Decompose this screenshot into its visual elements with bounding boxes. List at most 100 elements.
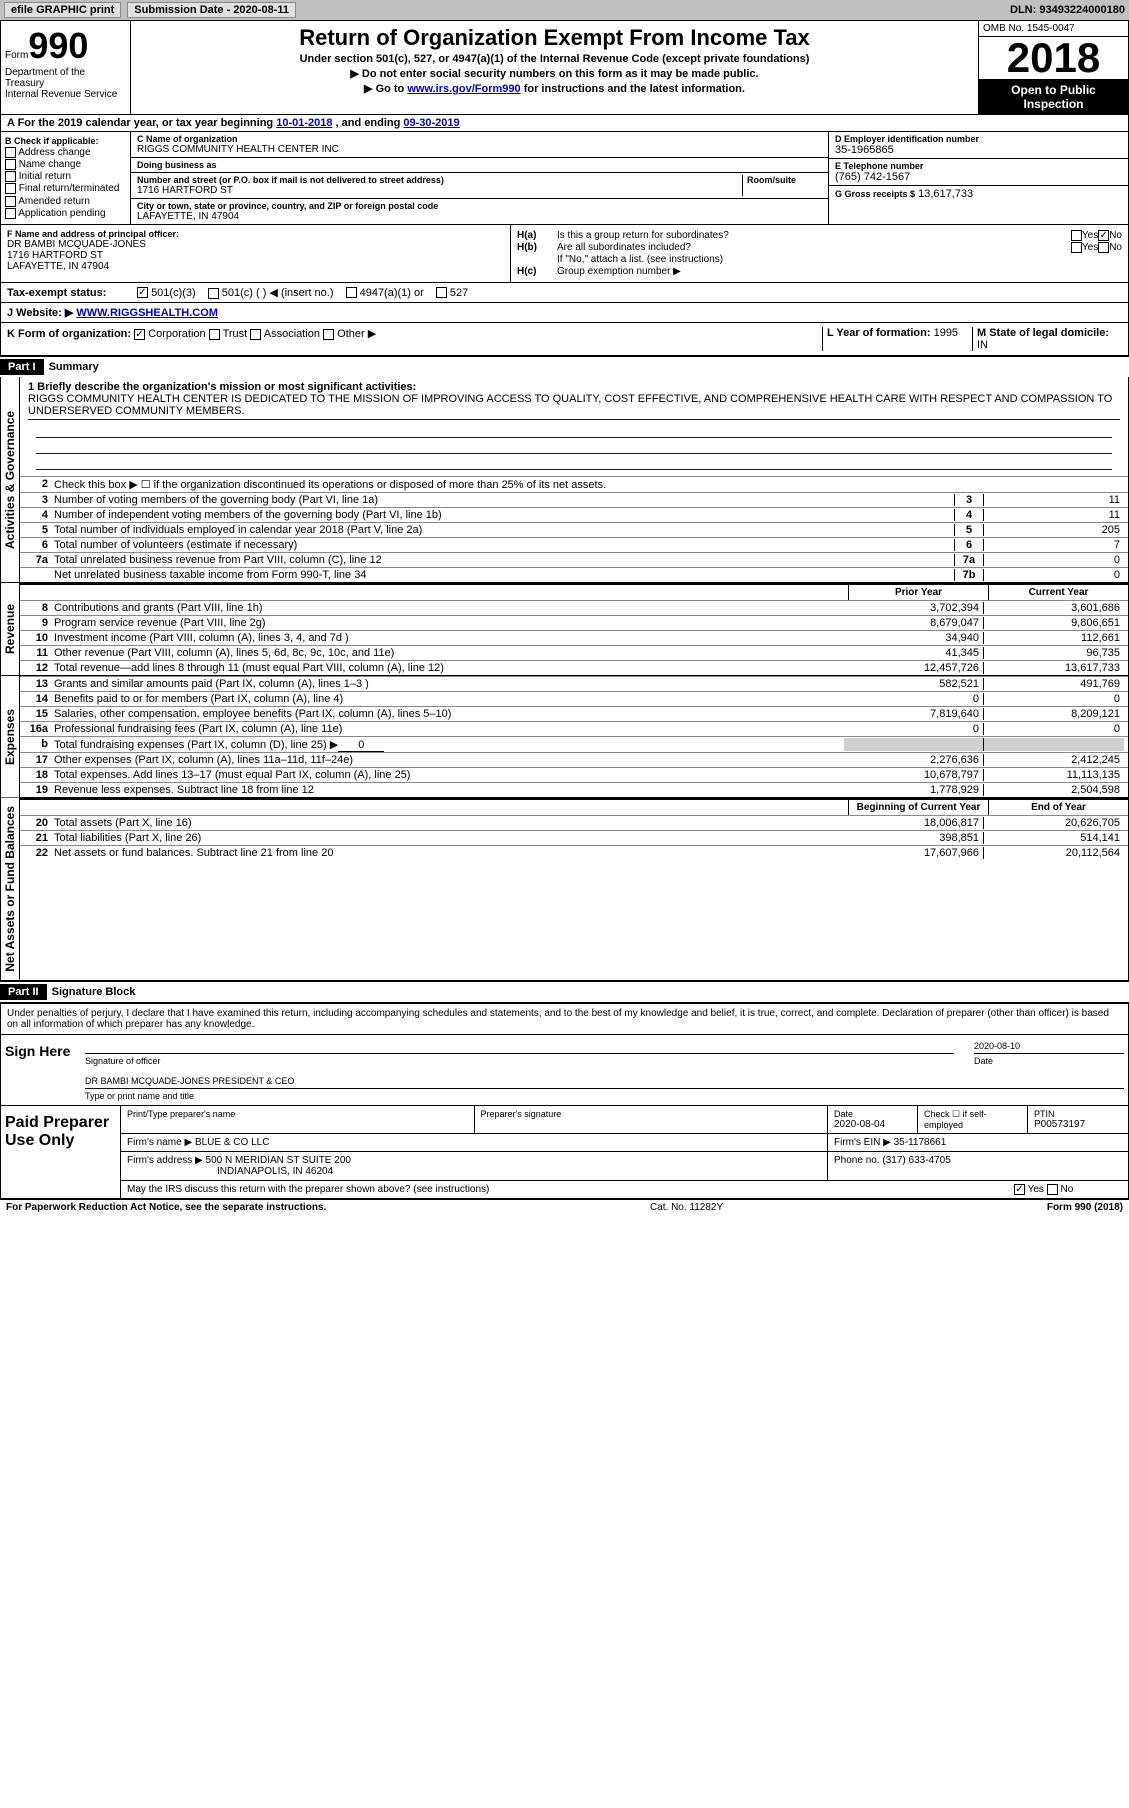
cb-assoc[interactable]: [250, 329, 261, 340]
l6-desc: Total number of volunteers (estimate if …: [54, 539, 954, 551]
addr: 500 N MERIDIAN ST SUITE 200: [206, 1155, 351, 1166]
cb-address[interactable]: [5, 147, 16, 158]
l16a-prior: 0: [844, 723, 984, 735]
l3-val: 11: [984, 494, 1124, 506]
4947: 4947(a)(1) or: [360, 287, 424, 299]
officer-street: 1716 HARTFORD ST: [7, 250, 504, 261]
l-val: 1995: [934, 327, 958, 339]
cb-other[interactable]: [323, 329, 334, 340]
sig-date: 2020-08-10: [974, 1039, 1124, 1054]
ha: Is this a group return for subordinates?: [557, 230, 1071, 241]
cb-4947[interactable]: [346, 287, 357, 298]
header-title-box: Return of Organization Exempt From Incom…: [131, 21, 978, 114]
beg-hdr: Beginning of Current Year: [848, 800, 988, 815]
cb-pending[interactable]: [5, 208, 16, 219]
goto-link[interactable]: www.irs.gov/Form990: [407, 83, 520, 95]
l20-desc: Total assets (Part X, line 16): [54, 817, 844, 829]
hb-note: If "No," attach a list. (see instruction…: [517, 254, 1122, 265]
dept: Department of the Treasury: [5, 67, 126, 89]
opt-amended: Amended return: [18, 196, 90, 207]
opt-address: Address change: [18, 147, 90, 158]
part1-title: Summary: [49, 361, 99, 373]
footer-mid: Cat. No. 11282Y: [326, 1202, 1047, 1213]
form-label: Form: [5, 50, 28, 61]
l10-prior: 34,940: [844, 632, 984, 644]
l16a-cur: 0: [984, 723, 1124, 735]
l12-cur: 13,617,733: [984, 662, 1124, 674]
l14-desc: Benefits paid to or for members (Part IX…: [54, 693, 844, 705]
discuss-yes[interactable]: [1014, 1184, 1025, 1195]
l18-desc: Total expenses. Add lines 13–17 (must eq…: [54, 769, 844, 781]
hb-yes[interactable]: [1071, 242, 1082, 253]
no-ssn: ▶ Do not enter social security numbers o…: [135, 67, 974, 80]
phone-label: E Telephone number: [835, 161, 1122, 171]
l20-prior: 18,006,817: [844, 817, 984, 829]
block-j: J Website: ▶ WWW.RIGGSHEALTH.COM: [0, 303, 1129, 323]
goto-prefix: ▶ Go to: [364, 83, 407, 95]
l21-prior: 398,851: [844, 832, 984, 844]
l11-prior: 41,345: [844, 647, 984, 659]
period-end[interactable]: 09-30-2019: [403, 117, 459, 129]
mission-label: 1 Briefly describe the organization's mi…: [28, 381, 1120, 393]
opt-final: Final return/terminated: [19, 184, 120, 195]
l18-cur: 11,113,135: [984, 769, 1124, 781]
efile-button[interactable]: efile GRAPHIC print: [4, 2, 121, 18]
period-a: A For the 2019 calendar year, or tax yea…: [7, 117, 276, 129]
l14-cur: 0: [984, 693, 1124, 705]
phone: (765) 742-1567: [835, 171, 1122, 183]
block-i: Tax-exempt status: 501(c)(3) 501(c) ( ) …: [0, 283, 1129, 303]
cb-501c[interactable]: [208, 288, 219, 299]
website[interactable]: WWW.RIGGSHEALTH.COM: [76, 307, 218, 319]
l5-val: 205: [984, 524, 1124, 536]
m-label: M State of legal domicile:: [977, 327, 1109, 339]
l17-cur: 2,412,245: [984, 754, 1124, 766]
l10-cur: 112,661: [984, 632, 1124, 644]
ha-no[interactable]: [1098, 230, 1109, 241]
ha-yes[interactable]: [1071, 230, 1082, 241]
l6-val: 7: [984, 539, 1124, 551]
cb-501c3[interactable]: [137, 287, 148, 298]
l-label: L Year of formation:: [827, 327, 931, 339]
discuss: May the IRS discuss this return with the…: [127, 1184, 489, 1195]
discuss-no[interactable]: [1047, 1184, 1058, 1195]
block-c: C Name of organization RIGGS COMMUNITY H…: [131, 132, 828, 224]
501c: 501(c) ( ) ◀ (insert no.): [222, 287, 334, 299]
street: 1716 HARTFORD ST: [137, 185, 742, 196]
l20-cur: 20,626,705: [984, 817, 1124, 829]
l19-prior: 1,778,929: [844, 784, 984, 796]
room-label: Room/suite: [747, 175, 822, 185]
l16b-cur-grey: [984, 738, 1124, 751]
hb: Are all subordinates included?: [557, 242, 1071, 253]
corp: Corporation: [148, 328, 205, 340]
cb-initial[interactable]: [5, 171, 16, 182]
cb-amended[interactable]: [5, 196, 16, 207]
header-right: OMB No. 1545-0047 2018 Open to Public In…: [978, 21, 1128, 114]
block-deg: D Employer identification number 35-1965…: [828, 132, 1128, 224]
officer-name: DR BAMBI MCQUADE-JONES: [7, 239, 504, 250]
cb-final[interactable]: [5, 183, 16, 194]
part2-title: Signature Block: [52, 986, 136, 998]
city-label: City or town, state or province, country…: [137, 201, 822, 211]
opt-pending: Application pending: [18, 208, 105, 219]
side-activities: Activities & Governance: [1, 377, 20, 582]
prep-date-label: Date: [834, 1109, 911, 1119]
cb-name[interactable]: [5, 159, 16, 170]
goto-suffix: for instructions and the latest informat…: [524, 83, 745, 95]
end-hdr: End of Year: [988, 800, 1128, 815]
period-begin[interactable]: 10-01-2018: [276, 117, 332, 129]
period-b: , and ending: [336, 117, 404, 129]
prep-phone: (317) 633-4705: [882, 1155, 950, 1166]
l15-desc: Salaries, other compensation, employee b…: [54, 708, 844, 720]
hb-no[interactable]: [1098, 242, 1109, 253]
l22-cur: 20,112,564: [984, 847, 1124, 859]
l16b-prior-grey: [844, 738, 984, 751]
submission-button[interactable]: Submission Date - 2020-08-11: [127, 2, 296, 18]
cb-trust[interactable]: [209, 329, 220, 340]
l3-box: 3: [954, 494, 984, 506]
prep-phone-label: Phone no.: [834, 1155, 880, 1166]
m-val: IN: [977, 339, 988, 351]
cb-527[interactable]: [436, 287, 447, 298]
l10-desc: Investment income (Part VIII, column (A)…: [54, 632, 844, 644]
cb-corp[interactable]: [134, 329, 145, 340]
sig-officer: DR BAMBI MCQUADE-JONES PRESIDENT & CEO: [85, 1074, 1124, 1089]
